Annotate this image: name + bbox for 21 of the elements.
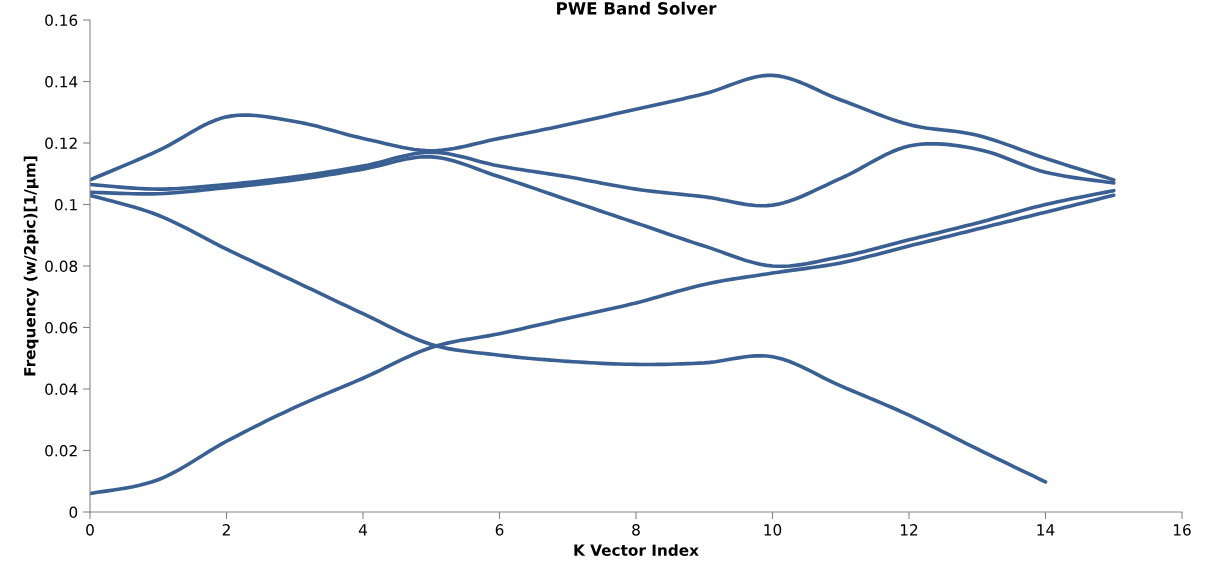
x-tick-label: 10: [764, 524, 782, 536]
x-tick-label: 4: [358, 524, 367, 536]
x-tick-label: 6: [495, 524, 504, 536]
y-tick-label: 0.16: [45, 14, 78, 27]
y-tick-label: 0.04: [45, 383, 78, 396]
x-axis-title: K Vector Index: [574, 544, 699, 556]
x-tick-label: 14: [1037, 524, 1055, 536]
y-tick-label: 0.08: [45, 260, 78, 273]
y-tick-label: 0.02: [45, 444, 77, 457]
y-tick-label: 0.06: [45, 321, 78, 334]
y-tick-label: 0.14: [45, 75, 78, 88]
y-tick-label: 0.12: [45, 137, 77, 150]
x-tick-label: 0: [86, 524, 94, 536]
y-tick-label: 0: [69, 506, 78, 519]
x-tick-label: 2: [222, 524, 230, 536]
y-tick-label: 0.1: [54, 198, 77, 211]
x-tick-label: 12: [900, 524, 918, 536]
chart-title: PWE Band Solver: [557, 1, 717, 15]
x-tick-label: 16: [1173, 524, 1191, 536]
y-axis-title: Frequency (w/2pic)[1/µm]: [23, 156, 39, 376]
x-tick-label: 8: [632, 524, 640, 536]
